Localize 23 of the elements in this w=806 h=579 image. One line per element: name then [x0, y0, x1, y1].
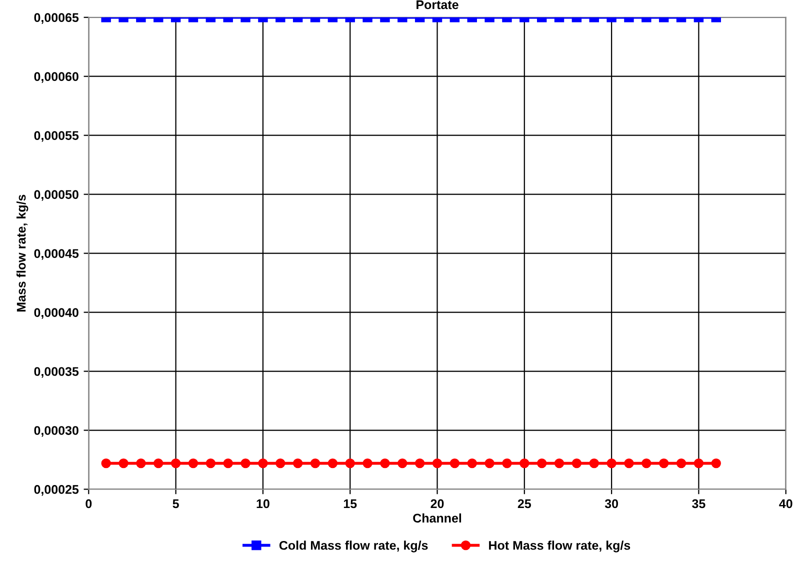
- x-tick-label: 0: [86, 499, 92, 508]
- y-tick-label: 0,00045: [34, 249, 79, 260]
- x-tick-label: 5: [172, 499, 179, 508]
- x-tick-label: 30: [604, 499, 618, 508]
- y-tick-label: 0,00055: [34, 131, 79, 142]
- x-tick-label: 20: [430, 499, 444, 508]
- y-tick-label: 0,00040: [34, 308, 78, 319]
- x-tick-label: 15: [344, 499, 357, 508]
- y-tick-label: 0,00030: [34, 426, 78, 437]
- chart-title: Portate: [416, 0, 458, 10]
- x-tick-label: 35: [692, 499, 706, 508]
- y-tick-label: 0,00060: [34, 72, 78, 83]
- x-axis-title: Channel: [413, 513, 462, 523]
- y-tick-label: 0,00065: [34, 13, 79, 24]
- x-tick-label: 25: [518, 499, 532, 508]
- x-tick-label: 40: [779, 499, 792, 508]
- y-tick-label: 0,00025: [34, 485, 79, 496]
- legend-label: Hot Mass flow rate, kg/s: [489, 540, 630, 552]
- y-tick-label: 0,00050: [34, 190, 78, 201]
- x-tick-label: 10: [256, 499, 270, 508]
- legend-label: Cold Mass flow rate, kg/s: [279, 540, 428, 552]
- y-axis-title: Mass flow rate, kg/s: [16, 194, 28, 312]
- y-tick-label: 0,00035: [34, 367, 79, 378]
